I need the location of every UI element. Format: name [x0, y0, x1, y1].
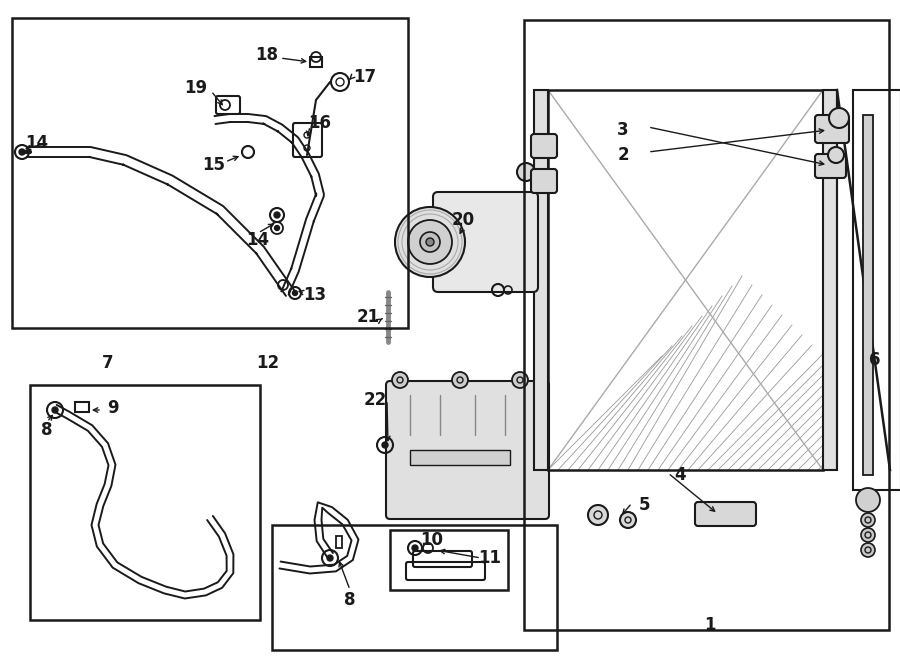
Bar: [548, 90, 823, 470]
Text: 6: 6: [869, 351, 881, 369]
Text: 4: 4: [674, 466, 686, 484]
Circle shape: [426, 238, 434, 246]
Circle shape: [274, 226, 280, 230]
Text: 8: 8: [41, 421, 53, 439]
FancyBboxPatch shape: [531, 169, 557, 193]
Circle shape: [861, 513, 875, 527]
Circle shape: [395, 207, 465, 277]
Text: 9: 9: [107, 399, 119, 417]
Circle shape: [829, 108, 849, 128]
Bar: [390, 530, 508, 590]
Text: 21: 21: [356, 308, 380, 326]
Circle shape: [452, 372, 468, 388]
Circle shape: [19, 149, 25, 155]
FancyBboxPatch shape: [433, 192, 538, 292]
Circle shape: [408, 220, 452, 264]
Circle shape: [828, 147, 844, 163]
Bar: [75, 402, 89, 412]
Circle shape: [512, 372, 528, 388]
FancyBboxPatch shape: [531, 134, 557, 158]
Text: 18: 18: [256, 46, 278, 64]
Text: 5: 5: [639, 496, 651, 514]
Text: 17: 17: [354, 68, 376, 86]
Bar: [310, 57, 322, 67]
Text: 7: 7: [103, 354, 113, 372]
Text: 2: 2: [617, 146, 629, 164]
Circle shape: [517, 163, 535, 181]
Bar: [534, 90, 548, 470]
Circle shape: [274, 212, 280, 218]
Circle shape: [620, 512, 636, 528]
Circle shape: [861, 528, 875, 542]
Circle shape: [588, 505, 608, 525]
Text: 1: 1: [704, 616, 716, 634]
Bar: [336, 536, 342, 548]
FancyBboxPatch shape: [695, 502, 756, 526]
Text: 8: 8: [345, 591, 356, 609]
Text: 13: 13: [303, 286, 327, 304]
Text: 3: 3: [617, 121, 629, 139]
FancyBboxPatch shape: [815, 115, 849, 143]
Circle shape: [856, 488, 880, 512]
Circle shape: [392, 372, 408, 388]
Circle shape: [382, 442, 388, 448]
Text: 14: 14: [247, 231, 270, 249]
Text: 20: 20: [452, 211, 474, 229]
Bar: [853, 90, 900, 490]
Bar: [863, 115, 873, 475]
Bar: [823, 90, 837, 470]
Circle shape: [292, 291, 298, 295]
Text: 10: 10: [420, 531, 444, 549]
Text: 12: 12: [256, 354, 280, 372]
Circle shape: [327, 555, 333, 561]
FancyBboxPatch shape: [815, 154, 846, 178]
FancyBboxPatch shape: [386, 381, 549, 519]
Text: 19: 19: [184, 79, 208, 97]
Bar: [524, 20, 889, 630]
Bar: [30, 385, 260, 620]
Circle shape: [861, 543, 875, 557]
Text: 16: 16: [309, 114, 331, 132]
Circle shape: [412, 545, 418, 551]
Circle shape: [420, 232, 440, 252]
Bar: [12, 18, 408, 328]
Text: 15: 15: [202, 156, 226, 174]
Text: 14: 14: [25, 134, 49, 152]
Bar: [272, 525, 557, 650]
Text: 11: 11: [479, 549, 501, 567]
Circle shape: [52, 407, 58, 413]
Bar: [410, 450, 510, 465]
Text: 22: 22: [364, 391, 387, 409]
